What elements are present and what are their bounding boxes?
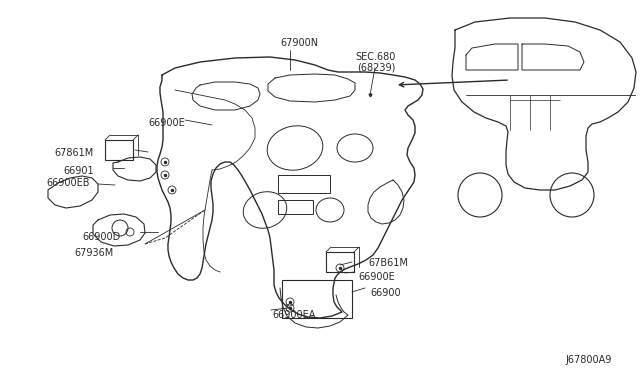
Text: 66900E: 66900E bbox=[148, 118, 185, 128]
Bar bbox=[326, 252, 354, 272]
Text: (68239): (68239) bbox=[357, 63, 396, 73]
Text: J67800A9: J67800A9 bbox=[565, 355, 611, 365]
Text: SEC.680: SEC.680 bbox=[355, 52, 396, 62]
Bar bbox=[278, 175, 330, 193]
Text: 66900E: 66900E bbox=[358, 272, 395, 282]
Text: 66900: 66900 bbox=[370, 288, 401, 298]
Text: 66901: 66901 bbox=[63, 166, 93, 176]
Text: 67900N: 67900N bbox=[280, 38, 318, 48]
Bar bbox=[278, 200, 313, 214]
Text: 66900D: 66900D bbox=[82, 232, 120, 242]
Bar bbox=[105, 140, 133, 160]
Bar bbox=[282, 280, 352, 318]
Text: 67B61M: 67B61M bbox=[368, 258, 408, 268]
Text: 66900EB: 66900EB bbox=[46, 178, 90, 188]
Text: 67861M: 67861M bbox=[54, 148, 93, 158]
Text: 66900EA: 66900EA bbox=[272, 310, 316, 320]
Text: 67936M: 67936M bbox=[74, 248, 113, 258]
